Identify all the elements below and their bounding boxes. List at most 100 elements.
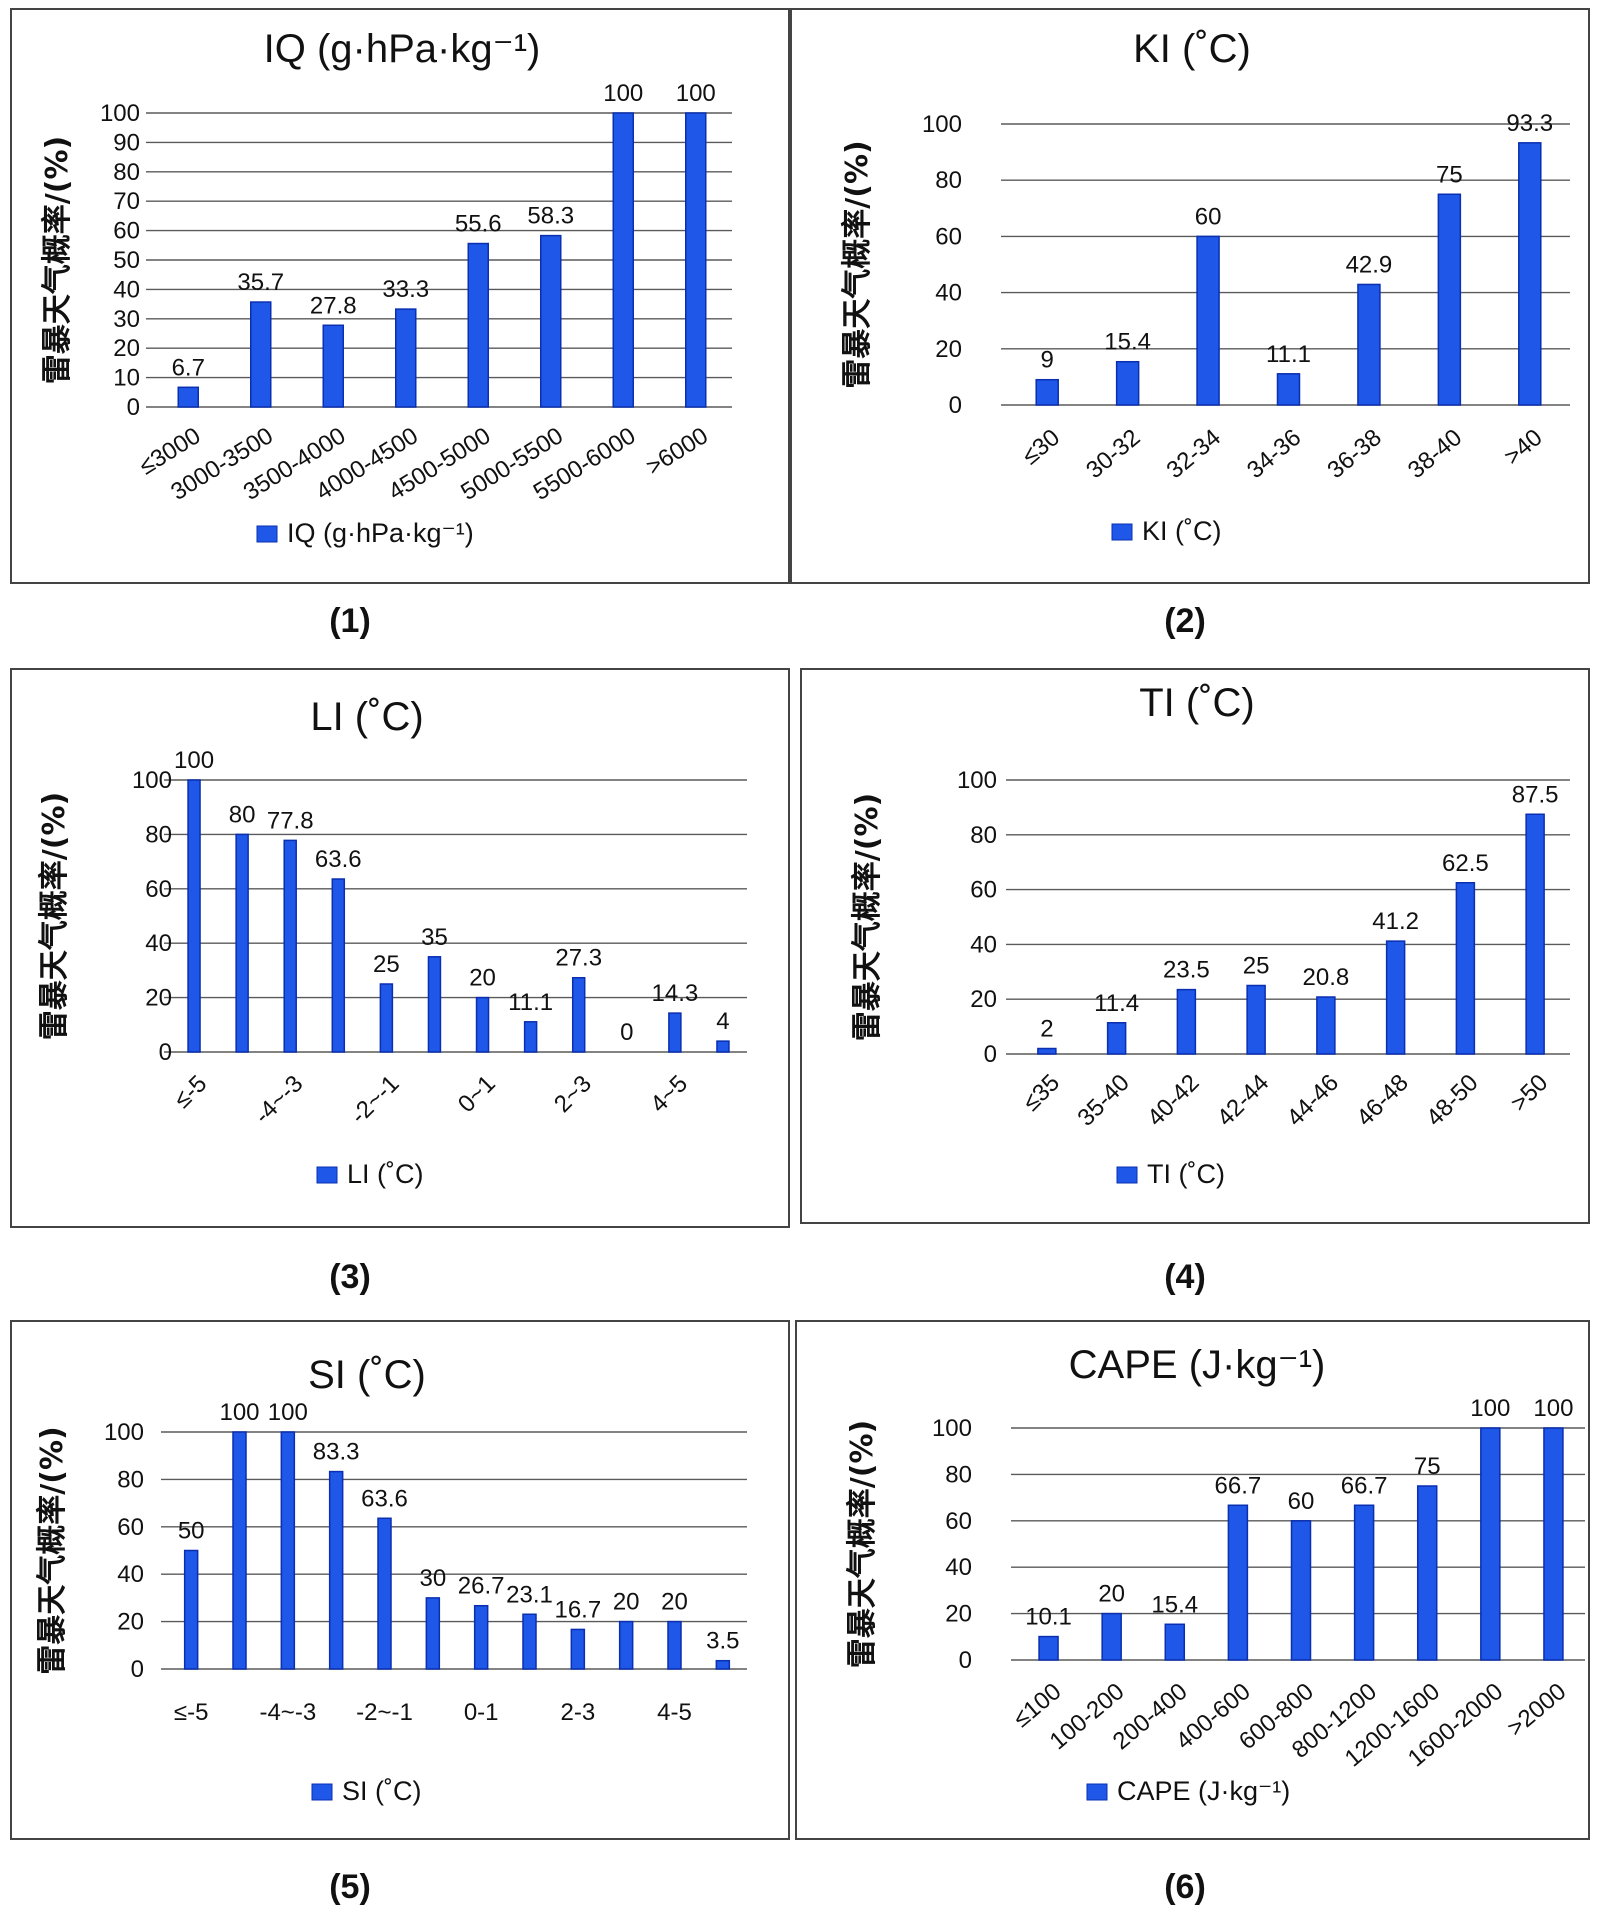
legend-label: KI (˚C): [1142, 516, 1221, 546]
bar: [331, 878, 346, 1053]
bar: [1196, 235, 1220, 406]
data-label: 35: [421, 924, 448, 951]
x-tick-label: -4~-3: [259, 1699, 316, 1726]
legend-label: LI (˚C): [347, 1159, 424, 1189]
x-tick-label: 36-38: [1322, 424, 1386, 484]
y-tick-label: 40: [113, 276, 140, 303]
bar: [715, 1659, 731, 1670]
y-tick-label: 100: [104, 1419, 144, 1446]
data-label: 100: [603, 80, 643, 107]
data-label: 58.3: [527, 203, 574, 230]
bar: [1038, 1635, 1059, 1661]
x-tick-label: 44-46: [1282, 1069, 1345, 1132]
bar: [1437, 193, 1462, 406]
x-tick-label: ≤30: [1017, 424, 1065, 470]
data-label: 20: [469, 965, 496, 992]
data-label: 75: [1436, 161, 1463, 188]
bar: [377, 1517, 392, 1670]
x-tick-label: 4~5: [645, 1070, 693, 1118]
chart-title: SI (˚C): [308, 1353, 426, 1397]
bar: [379, 983, 394, 1053]
y-axis-label: 雷暴天气概率/(%): [37, 792, 72, 1040]
bar: [1518, 142, 1542, 406]
bar: [570, 1628, 586, 1670]
data-label: 25: [373, 951, 400, 978]
bar: [1543, 1427, 1564, 1661]
bar: [571, 976, 586, 1053]
data-label: 60: [1288, 1488, 1315, 1515]
bar: [1455, 882, 1476, 1055]
x-tick-label: -4~-3: [249, 1070, 308, 1129]
data-label: 30: [419, 1565, 446, 1592]
data-label: 25: [1243, 953, 1270, 980]
x-tick-label: >40: [1499, 424, 1548, 471]
bar: [1106, 1022, 1127, 1055]
data-label: 60: [1195, 203, 1222, 230]
bar: [467, 242, 489, 408]
bar: [280, 1431, 296, 1670]
legend-label: SI (˚C): [342, 1776, 421, 1806]
bar: [522, 1613, 537, 1670]
y-axis-label: 雷暴天气概率/(%): [40, 136, 75, 384]
y-tick-label: 0: [959, 1647, 972, 1674]
data-label: 100: [219, 1399, 259, 1426]
data-label: 4: [716, 1008, 729, 1035]
chart-svg-cape: CAPE (J·kg⁻¹) 雷暴天气概率/(%) 0 20 40 60 80 100 10.1 2…: [845, 1343, 1585, 1806]
data-label: 66.7: [1215, 1472, 1262, 1499]
bar: [1525, 813, 1545, 1055]
data-label: 9: [1041, 347, 1054, 374]
bar: [685, 112, 707, 408]
data-label: 33.3: [382, 276, 429, 303]
y-tick-label: 30: [113, 306, 140, 333]
data-label: 11.1: [1266, 341, 1311, 368]
x-tick-label: 46-48: [1351, 1069, 1414, 1132]
data-label: 63.6: [315, 846, 362, 873]
data-label: 14.3: [652, 980, 699, 1007]
bar: [235, 833, 249, 1053]
x-tick-label: 2-3: [560, 1699, 595, 1726]
data-label: 20.8: [1303, 964, 1350, 991]
x-tick-label: 48-50: [1421, 1069, 1484, 1132]
chart-panel-iq: IQ (g·hPa·kg⁻¹) 雷暴天气概率/(%) 0 10 20 30 40 50 60 70…: [10, 8, 790, 584]
y-tick-label: 100: [932, 1415, 972, 1442]
x-tick-label: -2~-1: [356, 1699, 413, 1726]
x-tick-label: 0~1: [453, 1070, 501, 1118]
y-tick-label: 0: [131, 1656, 144, 1683]
legend-label: CAPE (J·kg⁻¹): [1117, 1776, 1290, 1806]
chart-panel-si: SI (˚C) 雷暴天气概率/(%) 0 20 40 60 80 100 50 100 100 83.…: [10, 1320, 790, 1840]
data-label: 100: [676, 80, 716, 107]
y-tick-label: 0: [949, 392, 962, 419]
bar: [1416, 1485, 1438, 1661]
bar: [523, 1021, 538, 1053]
data-label: 26.7: [458, 1573, 505, 1600]
y-tick-label: 20: [117, 1609, 144, 1636]
chart-caption-ki: (2): [1164, 602, 1206, 640]
x-tick-label: 34-36: [1242, 424, 1306, 484]
bar: [283, 839, 297, 1053]
bar: [328, 1470, 344, 1670]
y-tick-label: 20: [935, 336, 962, 363]
bar: [427, 956, 442, 1053]
legend-swatch: [311, 1783, 333, 1801]
bar: [1227, 1504, 1249, 1661]
x-tick-label: 42-44: [1212, 1069, 1275, 1132]
data-label: 100: [174, 747, 214, 774]
bar: [183, 1549, 199, 1670]
y-tick-label: 60: [945, 1508, 972, 1535]
bar: [187, 779, 201, 1053]
x-tick-label: ≤-5: [169, 1070, 212, 1113]
chart-panel-ki: KI (˚C) 雷暴天气概率/(%) 0 20 40 60 80 100 9 15.4 60 11.1…: [790, 8, 1590, 584]
bar: [425, 1597, 441, 1670]
data-label: 23.5: [1163, 957, 1210, 984]
data-label: 66.7: [1341, 1472, 1388, 1499]
bar: [1290, 1520, 1312, 1661]
data-label: 20: [613, 1589, 640, 1616]
data-label: 87.5: [1512, 781, 1559, 808]
x-tick-label: ≤35: [1018, 1069, 1065, 1116]
bar: [1357, 283, 1381, 406]
data-label: 55.6: [455, 211, 502, 238]
y-tick-label: 0: [159, 1039, 172, 1066]
data-label: 100: [1470, 1395, 1510, 1422]
data-label: 3.5: [706, 1628, 739, 1655]
